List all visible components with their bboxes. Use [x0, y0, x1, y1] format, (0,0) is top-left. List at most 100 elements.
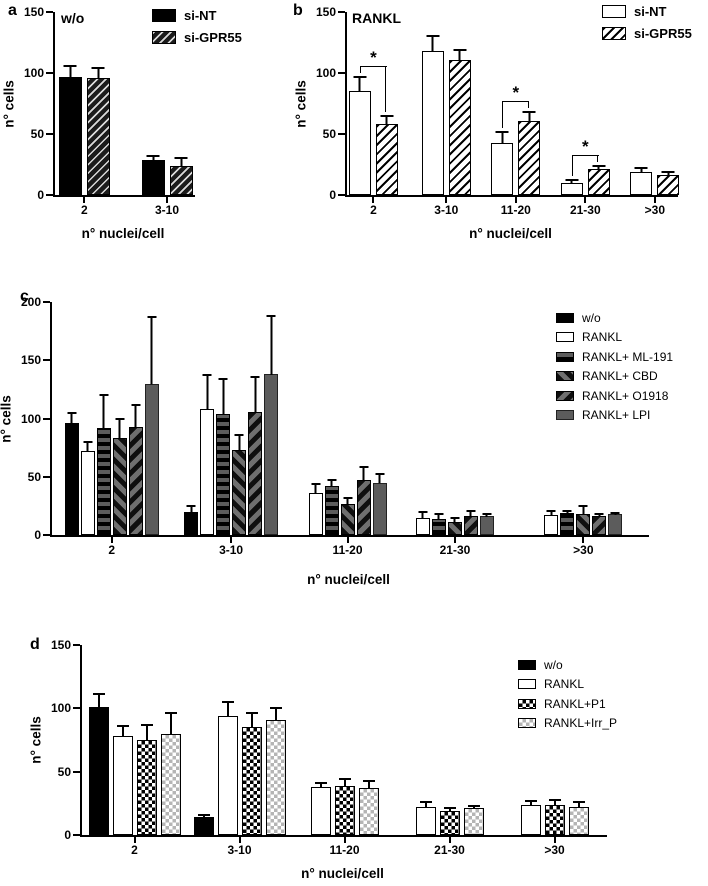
error-bar [91, 67, 105, 79]
error-bar [186, 504, 196, 513]
legend-swatch [556, 390, 574, 401]
bar-group-21-30 [415, 801, 484, 835]
error-bar [343, 496, 352, 505]
x-tick-mark [453, 537, 456, 543]
error-bar [661, 170, 675, 177]
bar-si-NT [141, 154, 165, 195]
bar-RANKL+ CBD [232, 433, 247, 535]
legend-label: si-GPR55 [184, 29, 242, 45]
x-tick-label: >30 [544, 843, 565, 857]
legend-swatch [518, 659, 536, 670]
legend-label: RANKL+ LPI [582, 408, 651, 423]
bar-group->30 [544, 504, 623, 535]
bar-RANKL+ CBD [340, 496, 355, 535]
bar-si-NT [421, 35, 444, 195]
legend-label: RANKL+P1 [544, 696, 606, 711]
plot-area-c: 0 50 100 150 200 2 3-10 11-20 21-30 >30 [21, 295, 649, 557]
error-bar [466, 509, 476, 518]
error-bar [353, 75, 367, 93]
x-tick-label: 3-10 [154, 203, 180, 217]
error-bar [524, 799, 537, 806]
x-tick-mark [653, 197, 656, 203]
legend-c: w/o RANKL RANKL+ ML-191 RANKL+ CBD RANKL+ O1… [556, 308, 673, 425]
error-bar [594, 513, 604, 518]
error-bar [450, 516, 460, 524]
bar-RANKL [80, 440, 95, 535]
bar-si-NT [630, 167, 653, 195]
error-bar [269, 707, 282, 721]
panel-b: b 0 50 100 150 RANKL 2 3-10 11-20 21-30 >30 * * * n° c… [290, 0, 708, 265]
bar-w/o [193, 813, 214, 835]
x-tick-label: 3-10 [227, 843, 252, 857]
error-bar [419, 801, 432, 809]
legend-swatch [556, 332, 574, 343]
bar-RANKL+P1 [241, 712, 262, 835]
bar-RANKL [310, 782, 331, 835]
y-tick-label: 50 [30, 127, 44, 141]
legend-b: si-NT si-GPR55 [602, 0, 692, 44]
bar-group-2 [64, 316, 159, 535]
error-bar [522, 111, 536, 122]
bar-group-21-30 [560, 164, 610, 195]
error-bar [202, 374, 212, 411]
error-bar [115, 417, 125, 440]
plot-area-b: 0 50 100 150 RANKL 2 3-10 11-20 21-30 >30 * * * [316, 5, 680, 217]
legend-swatch [152, 30, 176, 44]
error-bar [221, 701, 234, 717]
bar-si-GPR55 [375, 114, 398, 195]
panel-c: c 0 50 100 150 200 2 3-10 11-20 21-30 >30 n° cells n… [0, 282, 708, 610]
bar-w/o [64, 411, 79, 535]
y-tick-mark [73, 707, 80, 710]
x-tick-mark [584, 197, 587, 203]
legend-label: si-NT [184, 7, 217, 23]
bar-group-3-10 [421, 35, 471, 195]
legend-swatch [556, 410, 574, 421]
error-bar [562, 509, 572, 514]
error-bar [546, 509, 556, 517]
legend-item: RANKL [556, 328, 673, 348]
legend-item: RANKL+Irr_P [518, 714, 617, 734]
legend-swatch [518, 679, 536, 690]
bar-si-NT [560, 179, 583, 195]
y-axis-label-d: n° cells [28, 716, 44, 764]
bar-RANKL [217, 701, 238, 835]
significance-star: * [582, 136, 589, 156]
legend-item: RANKL+ CBD [556, 367, 673, 387]
bar-RANKL [200, 374, 215, 535]
bar-si-GPR55 [86, 67, 110, 195]
bar-RANKL+ LPI [264, 314, 279, 535]
bar-RANKL+Irr_P [463, 804, 484, 835]
x-tick-label: >30 [644, 203, 666, 217]
bar-RANKL+Irr_P [568, 801, 589, 835]
y-tick-label: 100 [315, 66, 336, 80]
x-tick-mark [514, 197, 517, 203]
legend-swatch [518, 718, 536, 729]
y-tick-label: 150 [315, 5, 336, 19]
bar-RANKL+ O1918 [248, 375, 263, 535]
legend-label: si-GPR55 [634, 25, 692, 41]
legend-item: si-NT [602, 0, 692, 22]
bar-RANKL+ LPI [372, 473, 387, 535]
error-bar [234, 433, 244, 451]
bar-si-NT [58, 64, 82, 195]
legend-a: si-NT si-GPR55 [152, 4, 242, 48]
bar-RANKL [415, 801, 436, 835]
y-tick-label: 50 [27, 469, 41, 484]
bar-group->30 [520, 798, 589, 835]
y-tick-mark [338, 133, 345, 135]
bar-group-11-20 [308, 466, 387, 535]
legend-label: si-NT [634, 3, 667, 19]
error-bar [250, 375, 260, 413]
error-bar [495, 130, 509, 144]
error-bar [380, 114, 394, 126]
bar-RANKL+ ML-191 [324, 479, 339, 535]
bar-RANKL+ CBD [447, 516, 462, 535]
y-axis-label-a: n° cells [1, 79, 17, 128]
x-tick-mark [238, 837, 241, 843]
error-bar [482, 513, 492, 518]
error-bar [592, 164, 606, 171]
bar-RANKL+P1 [136, 723, 157, 835]
legend-item: RANKL [518, 675, 617, 695]
legend-item: si-GPR55 [602, 22, 692, 44]
